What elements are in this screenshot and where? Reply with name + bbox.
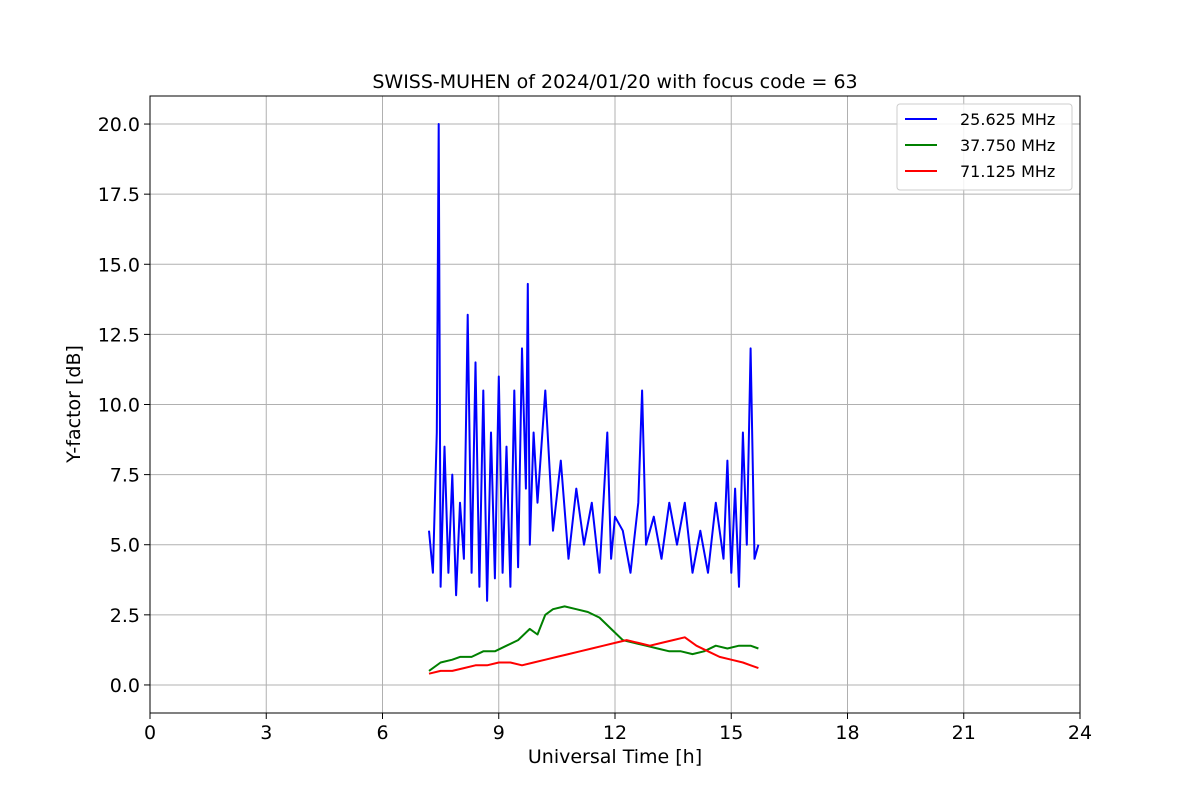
axis-ticks: 0 3 6 9 12 15 18 21 24 0.0 2.5 5.0 7.5 10.0 12.5 15.0 17… (98, 114, 1092, 744)
y-tick-label: 10.0 (98, 395, 140, 417)
x-tick-label: 24 (1068, 722, 1092, 744)
legend: 25.625 MHz 37.750 MHz 71.125 MHz (896, 103, 1073, 191)
y-tick-label: 7.5 (110, 465, 140, 487)
y-tick-label: 17.5 (98, 184, 140, 206)
legend-box (896, 103, 1073, 191)
series-line-3 (428, 636, 759, 675)
series-line-2 (428, 605, 759, 672)
x-tick-label: 9 (493, 722, 505, 744)
series-line-1 (428, 123, 760, 602)
y-tick-label: 5.0 (110, 535, 140, 557)
x-tick-label: 0 (144, 722, 156, 744)
y-tick-label: 0.0 (110, 675, 140, 697)
y-tick-label: 15.0 (98, 254, 140, 276)
legend-label: 37.750 MHz (960, 136, 1055, 155)
legend-label: 25.625 MHz (960, 110, 1055, 129)
y-axis-label: Y-factor [dB] (63, 345, 85, 464)
x-tick-label: 12 (603, 722, 627, 744)
chart-title: SWISS-MUHEN of 2024/01/20 with focus cod… (372, 71, 857, 93)
x-tick-label: 18 (835, 722, 859, 744)
x-tick-label: 6 (376, 722, 388, 744)
legend-label: 71.125 MHz (960, 162, 1055, 181)
y-tick-label: 12.5 (98, 324, 140, 346)
x-tick-label: 21 (952, 722, 976, 744)
x-tick-label: 3 (260, 722, 272, 744)
x-tick-label: 15 (719, 722, 743, 744)
plot-area (428, 123, 760, 675)
x-axis-label: Universal Time [h] (528, 746, 702, 768)
y-tick-label: 20.0 (98, 114, 140, 136)
y-tick-label: 2.5 (110, 605, 140, 627)
